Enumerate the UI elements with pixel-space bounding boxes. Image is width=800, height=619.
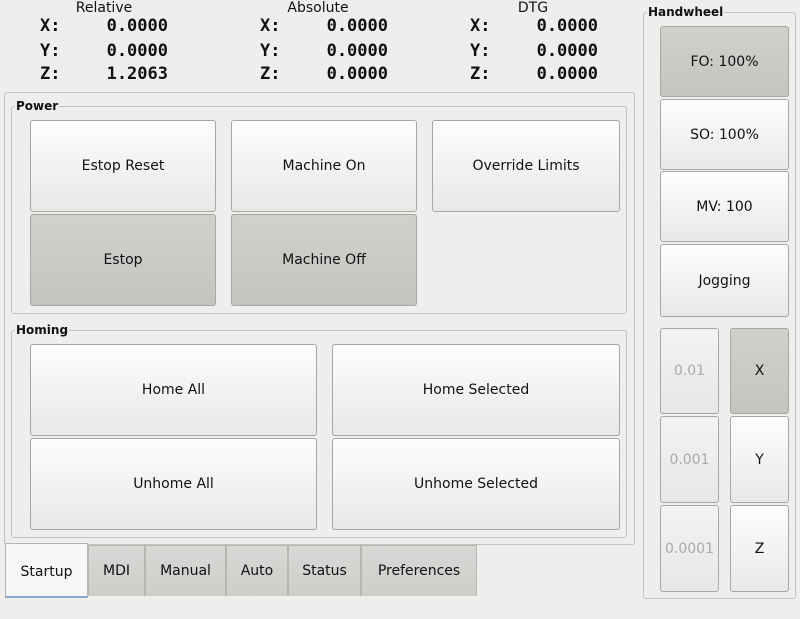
power-group: [11, 106, 627, 314]
relative-axis-label: Y:: [40, 41, 61, 61]
relative-axis-value: 0.0000: [106, 16, 168, 36]
handwheel-group-title: Handwheel: [647, 5, 725, 19]
tab-status[interactable]: Status: [288, 545, 361, 596]
homing-group-title: Homing: [15, 323, 70, 337]
home-selected-button[interactable]: Home Selected: [332, 344, 620, 436]
tab-preferences[interactable]: Preferences: [361, 545, 477, 596]
feed-override-button[interactable]: FO: 100%: [660, 26, 789, 97]
machine-on-button[interactable]: Machine On: [231, 120, 417, 212]
absolute-axis-value: 0.0000: [326, 16, 388, 36]
axis-x-button[interactable]: X: [730, 328, 789, 414]
tab-manual[interactable]: Manual: [145, 545, 226, 596]
absolute-dro-title: Absolute: [287, 0, 349, 16]
increment-0.01-button[interactable]: 0.01: [660, 328, 719, 414]
tab-auto[interactable]: Auto: [226, 545, 288, 596]
relative-axis-label: X:: [40, 16, 61, 36]
dtg-axis-label: Y:: [470, 41, 491, 61]
estop-reset-button[interactable]: Estop Reset: [30, 120, 216, 212]
absolute-axis-label: Y:: [260, 41, 281, 61]
homing-group: [11, 330, 627, 538]
dtg-axis-value: 0.0000: [536, 41, 598, 61]
dtg-axis-label: X:: [470, 16, 491, 36]
max-velocity-button[interactable]: MV: 100: [660, 171, 789, 242]
increment-0.0001-button[interactable]: 0.0001: [660, 505, 719, 592]
increment-0.001-button[interactable]: 0.001: [660, 416, 719, 503]
tab-mdi[interactable]: MDI: [88, 545, 145, 596]
axis-y-button[interactable]: Y: [730, 416, 789, 503]
dtg-dro-title: DTG: [517, 0, 549, 16]
absolute-axis-value: 0.0000: [326, 41, 388, 61]
absolute-axis-label: Z:: [260, 64, 281, 84]
relative-axis-value: 0.0000: [106, 41, 168, 61]
dtg-axis-value: 0.0000: [536, 64, 598, 84]
relative-axis-value: 1.2063: [106, 64, 168, 84]
absolute-axis-label: X:: [260, 16, 281, 36]
axis-z-button[interactable]: Z: [730, 505, 789, 592]
tab-startup[interactable]: Startup: [5, 543, 88, 598]
spindle-override-button[interactable]: SO: 100%: [660, 99, 789, 170]
estop-button[interactable]: Estop: [30, 214, 216, 306]
home-all-button[interactable]: Home All: [30, 344, 317, 436]
override-limits-button[interactable]: Override Limits: [432, 120, 620, 212]
tab-pane: [4, 92, 635, 545]
unhome-all-button[interactable]: Unhome All: [30, 438, 317, 530]
dtg-axis-value: 0.0000: [536, 16, 598, 36]
relative-dro-title: Relative: [75, 0, 133, 16]
dtg-axis-label: Z:: [470, 64, 491, 84]
power-group-title: Power: [15, 99, 60, 113]
relative-axis-label: Z:: [40, 64, 61, 84]
jogging-button[interactable]: Jogging: [660, 244, 789, 317]
absolute-axis-value: 0.0000: [326, 64, 388, 84]
unhome-selected-button[interactable]: Unhome Selected: [332, 438, 620, 530]
machine-off-button[interactable]: Machine Off: [231, 214, 417, 306]
